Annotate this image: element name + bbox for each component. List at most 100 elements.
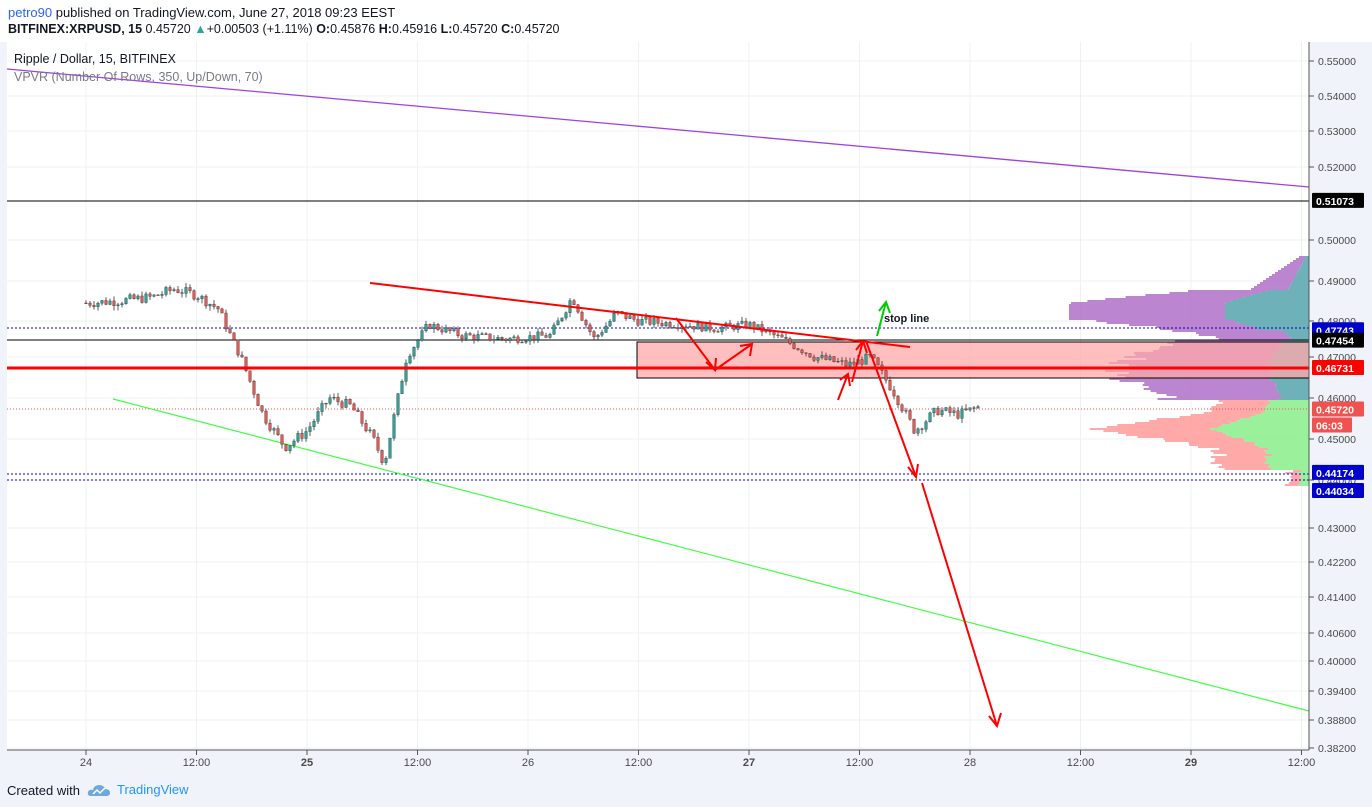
profile-bar-up	[1218, 426, 1309, 428]
candle-body	[776, 334, 780, 336]
last-price: 0.45720	[145, 22, 191, 36]
candle-body	[176, 289, 180, 293]
price-label-box	[1312, 417, 1352, 433]
candle-body	[428, 324, 432, 329]
profile-bar-up	[1301, 474, 1309, 476]
candle-body	[132, 294, 136, 299]
profile-bar-up	[1301, 470, 1309, 472]
profile-bar-up	[1276, 382, 1309, 384]
profile-bar-down	[1156, 326, 1256, 328]
candle-body	[848, 361, 852, 367]
candle-body	[320, 403, 324, 412]
forecast-arrow-up-2[interactable]	[851, 340, 864, 383]
candle-body	[116, 304, 120, 307]
price-tick-label: 0.40600	[1318, 628, 1356, 640]
candle-body	[672, 327, 676, 329]
candle-body	[896, 395, 900, 406]
profile-bar-up	[1267, 404, 1309, 406]
candle-body	[800, 349, 804, 353]
candle-body	[108, 300, 112, 305]
profile-bar-up	[1237, 420, 1309, 422]
profile-bar-down	[1172, 330, 1282, 332]
candle-body	[804, 352, 808, 354]
profile-bar-up	[1280, 394, 1309, 396]
candle-body	[252, 381, 256, 395]
candle-body	[684, 326, 688, 328]
candle-body	[792, 343, 796, 349]
price-label-box	[1312, 192, 1364, 208]
candle-body	[584, 320, 588, 326]
candle-body	[324, 403, 328, 405]
candle-body	[844, 360, 848, 367]
forecast-arrow-down-2[interactable]	[921, 482, 998, 727]
candle-body	[948, 407, 952, 413]
profile-bar-up	[1223, 432, 1309, 434]
candle-body	[484, 333, 488, 335]
time-tick-label: 12:00	[404, 757, 432, 769]
price-label-text: 06:03	[1316, 420, 1343, 432]
profile-bar-up	[1298, 270, 1309, 272]
candle-body	[440, 329, 444, 333]
candle-body	[876, 357, 880, 366]
profile-bar-up	[1255, 444, 1309, 446]
resistance-zone[interactable]	[636, 341, 1310, 379]
purple-trendline[interactable]	[6, 68, 1310, 188]
forecast-arrow-down-1[interactable]	[865, 340, 917, 478]
candle-body	[852, 361, 856, 365]
profile-bar-up	[1261, 412, 1309, 414]
price-axis[interactable]: 0.55000 0.54000 0.53000 0.52000 0.50000 0.490…	[1309, 56, 1356, 755]
profile-bar-up	[1225, 304, 1309, 306]
indicator-legend[interactable]: VPVR (Number Of Rows, 350, Up/Down, 70)	[14, 70, 263, 84]
candle-body	[492, 339, 496, 341]
arrow-head-icon	[878, 299, 891, 314]
candle-body	[720, 326, 724, 332]
candle-body	[188, 287, 192, 291]
candle-body	[196, 298, 200, 300]
candle-body	[864, 353, 868, 365]
profile-bar-down	[1190, 414, 1256, 416]
profile-bar-up	[1225, 314, 1309, 316]
profile-bar-up	[1230, 422, 1309, 424]
candle-body	[300, 433, 304, 439]
candle-body	[496, 337, 500, 340]
forecast-arrow-up-1[interactable]	[837, 373, 849, 401]
profile-bar-down	[1226, 454, 1272, 456]
candle-body	[716, 331, 720, 333]
open-label: O:	[316, 22, 331, 36]
profile-bar-up	[1259, 446, 1309, 448]
candle-body	[284, 444, 288, 451]
low-value: 0.45720	[452, 22, 498, 36]
profile-bar-up	[1225, 310, 1309, 312]
candle-body	[952, 410, 956, 413]
candle-body	[860, 359, 864, 365]
candle-body	[564, 312, 568, 319]
candle-body	[216, 306, 220, 310]
candle-body	[540, 331, 544, 336]
close-value: 0.45720	[514, 22, 560, 36]
candle-body	[232, 332, 236, 341]
profile-bar-up	[1254, 442, 1309, 444]
profile-bar-down	[1125, 296, 1245, 298]
profile-bar-up	[1266, 290, 1309, 292]
candle-body	[544, 335, 548, 338]
time-axis[interactable]: 24 12:00 25 12:00 26 12:00 27 12:00 28 12:00 29 12:…	[80, 750, 1315, 769]
candle-body	[820, 355, 824, 358]
red-trendline[interactable]	[369, 282, 911, 348]
candle-body	[628, 315, 632, 319]
candle-body	[676, 327, 680, 329]
profile-bar-up	[1210, 428, 1309, 430]
profile-bar-up	[1301, 264, 1309, 266]
green-trendline[interactable]	[112, 398, 1310, 712]
tradingview-link[interactable]: TradingView	[87, 782, 189, 797]
candle-body	[816, 357, 820, 361]
candle-body	[280, 434, 284, 445]
candle-body	[304, 431, 308, 439]
candle-body	[780, 334, 784, 338]
stop-arrow[interactable]	[876, 301, 887, 337]
high-label: H:	[378, 22, 392, 36]
profile-bar-down	[1150, 390, 1278, 392]
profile-bar-up	[1300, 476, 1309, 478]
profile-bar-up	[1225, 302, 1309, 304]
chart-plot[interactable]: stop line 0.550000.540000.530000.520000.…	[0, 42, 1372, 782]
author-link[interactable]: petro90	[8, 5, 53, 20]
